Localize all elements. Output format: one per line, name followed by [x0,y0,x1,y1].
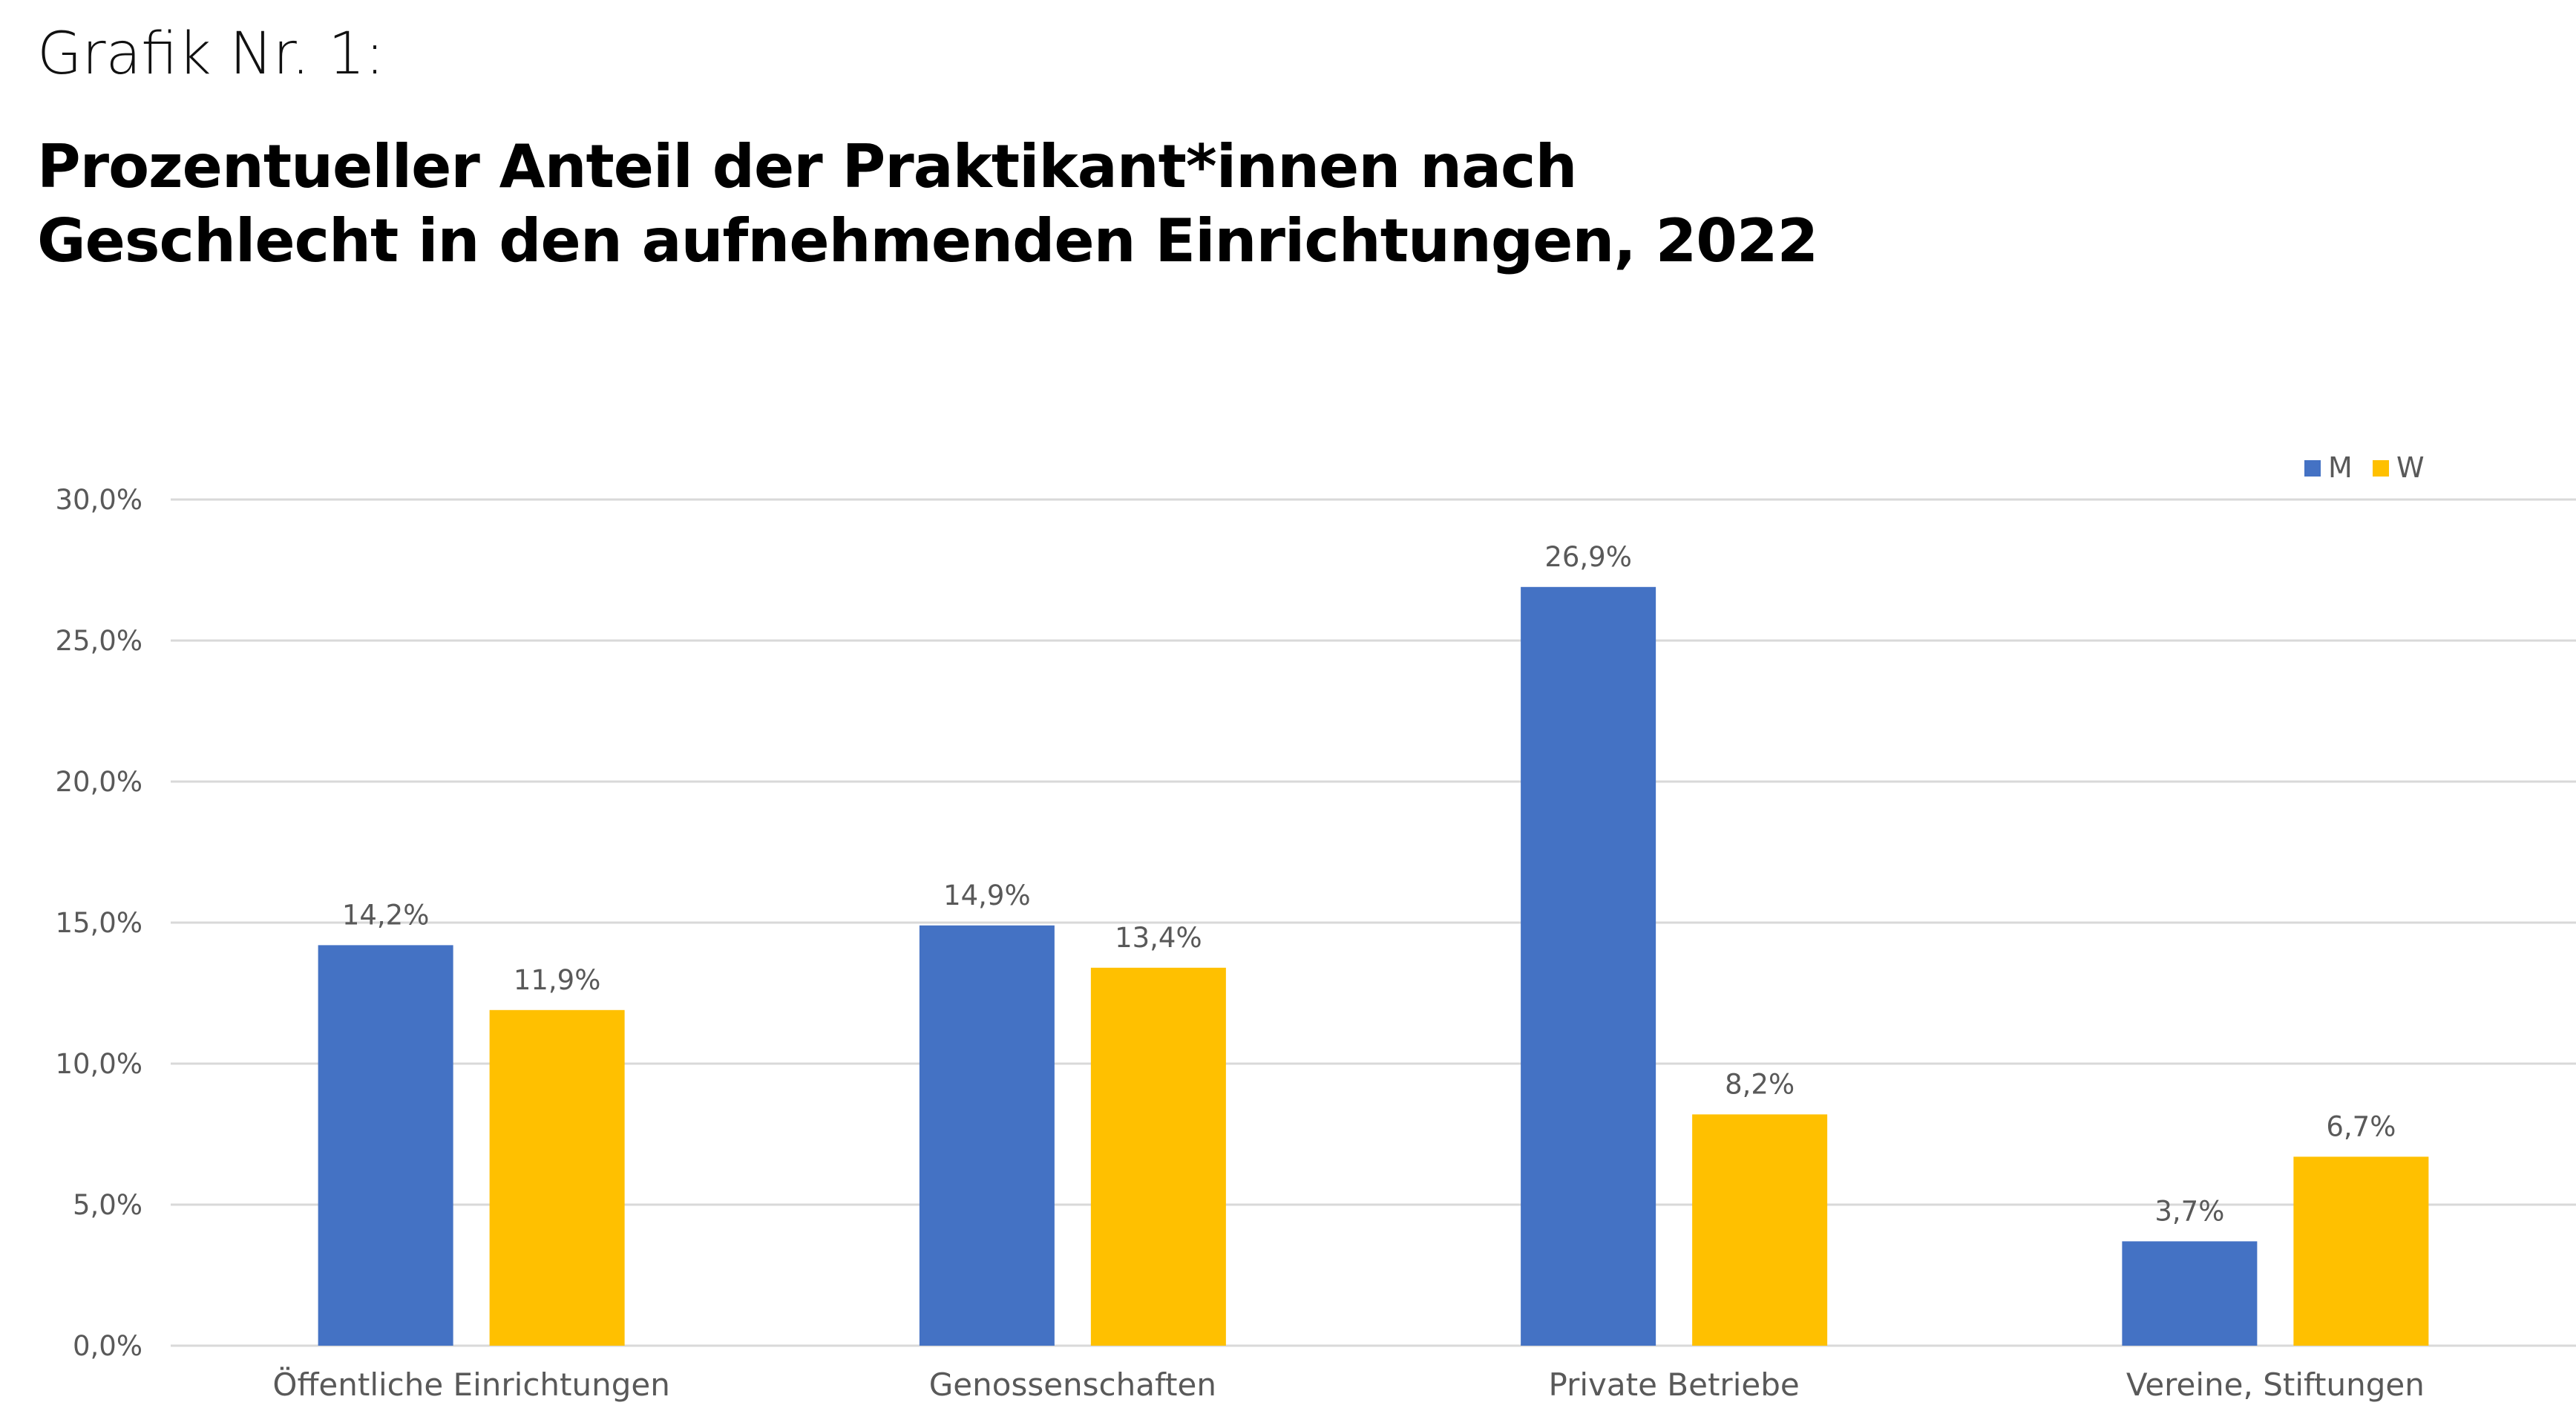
y-tick-label: 25,0% [55,625,142,657]
data-label: 8,2% [1725,1068,1795,1100]
y-tick-label: 0,0% [73,1330,142,1362]
data-label: 26,9% [1544,541,1632,573]
legend-marker-w [2373,460,2389,477]
bar-m [2122,1241,2258,1346]
data-label: 11,9% [514,964,601,996]
data-label: 13,4% [1115,922,1202,954]
x-tick-label: Private Betriebe [1549,1366,1800,1403]
data-label: 6,7% [2326,1110,2396,1142]
data-label: 14,9% [943,880,1031,911]
x-tick-label: Vereine, Stiftungen [2126,1366,2425,1403]
data-label: 14,2% [342,899,430,931]
chart-title: Prozentueller Anteil der Praktikant*inne… [37,130,1818,278]
y-tick-label: 15,0% [55,907,142,939]
bar-w [489,1009,625,1346]
y-tick-label: 10,0% [55,1048,142,1080]
data-label: 3,7% [2154,1195,2224,1227]
x-tick-label: Öffentliche Einrichtungen [272,1366,669,1403]
bar-m [318,945,453,1346]
chart-title-line-2: Geschlecht in den aufnehmenden Einrichtu… [37,206,1818,275]
y-tick-label: 5,0% [73,1189,142,1221]
bar-m [1521,586,1656,1346]
x-tick-label: Genossenschaften [929,1366,1216,1403]
bar-w [2293,1156,2429,1346]
legend-label: W [2396,451,2425,484]
y-tick-label: 30,0% [55,484,142,516]
bar-w [1692,1114,1828,1346]
chart-title-line-1: Prozentueller Anteil der Praktikant*inne… [37,132,1577,201]
legend-marker-m [2304,460,2321,477]
chart-pretitle: Grafik Nr. 1: [37,21,385,88]
legend-label: M [2328,451,2353,484]
bar-m [919,925,1055,1346]
bar-w [1090,967,1226,1346]
y-tick-label: 20,0% [55,766,142,798]
